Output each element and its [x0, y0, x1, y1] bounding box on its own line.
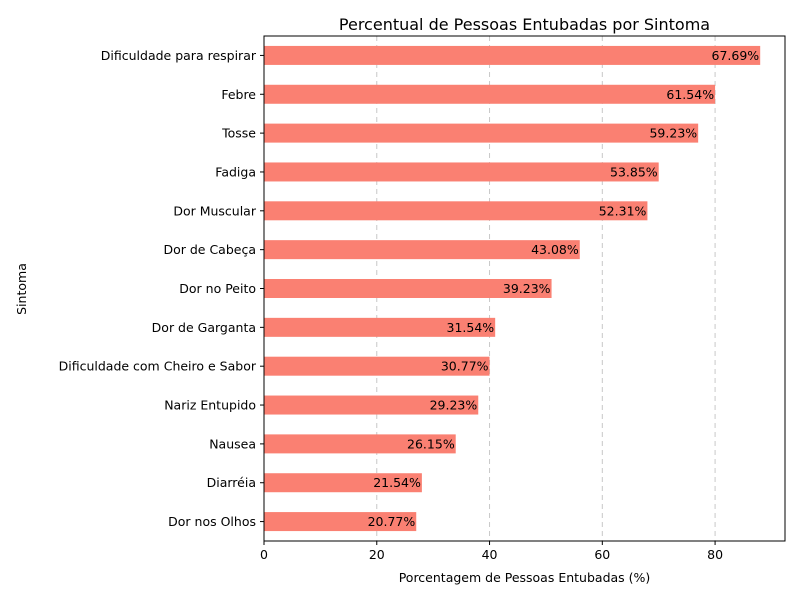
bar [264, 240, 580, 260]
data-label: 26.15% [407, 436, 455, 451]
data-label: 53.85% [610, 164, 658, 179]
y-tick-label: Dor nos Olhos [168, 514, 256, 529]
data-label: 21.54% [373, 475, 421, 490]
data-labels: 67.69% 61.54% 59.23% 53.85% 52.31% 43.08% 39.2… [368, 48, 760, 529]
bar [264, 473, 422, 493]
data-label: 61.54% [666, 87, 714, 102]
bar [264, 512, 417, 532]
data-label: 59.23% [649, 126, 697, 141]
y-tick-label: Fadiga [215, 164, 256, 179]
data-label: 20.77% [368, 514, 416, 529]
bar [264, 434, 456, 454]
y-tick-label: Febre [221, 87, 256, 102]
chart-title: Percentual de Pessoas Entubadas por Sint… [339, 15, 710, 34]
x-tick-label: 80 [707, 547, 723, 562]
bar [264, 162, 659, 182]
data-label: 52.31% [599, 203, 647, 218]
y-tick-label: Diarréia [207, 475, 256, 490]
x-tick-label: 60 [594, 547, 610, 562]
y-tick-label: Dor de Cabeça [163, 242, 256, 257]
bar [264, 201, 648, 221]
y-axis-label: Sintoma [14, 263, 29, 315]
x-tick-label: 40 [482, 547, 498, 562]
data-label: 67.69% [712, 48, 760, 63]
data-label: 29.23% [430, 398, 478, 413]
x-axis-label: Porcentagem de Pessoas Entubadas (%) [399, 570, 651, 585]
bar [264, 123, 699, 143]
bar [264, 279, 552, 298]
bar [264, 356, 490, 376]
bar [264, 395, 479, 415]
data-label: 39.23% [503, 281, 551, 296]
x-tick-label: 0 [260, 547, 268, 562]
data-label: 31.54% [447, 320, 495, 335]
y-axis-ticks: Dificuldade para respirar Febre Tosse Fadig… [59, 48, 264, 529]
bar [264, 317, 496, 337]
bar [264, 45, 761, 65]
y-tick-label: Nariz Entupido [164, 398, 256, 413]
x-axis-ticks: 0 20 40 60 80 [260, 541, 723, 562]
y-tick-label: Dificuldade para respirar [101, 48, 257, 63]
y-tick-label: Dor de Garganta [152, 320, 256, 335]
y-tick-label: Dor Muscular [173, 203, 257, 218]
y-tick-label: Nausea [209, 436, 256, 451]
bars [264, 45, 761, 532]
data-label: 30.77% [441, 359, 489, 374]
y-tick-label: Dor no Peito [179, 281, 256, 296]
y-tick-label: Tosse [221, 126, 256, 141]
data-label: 43.08% [531, 242, 579, 257]
bar [264, 84, 716, 104]
x-tick-label: 20 [369, 547, 385, 562]
y-tick-label: Dificuldade com Cheiro e Sabor [59, 359, 257, 374]
